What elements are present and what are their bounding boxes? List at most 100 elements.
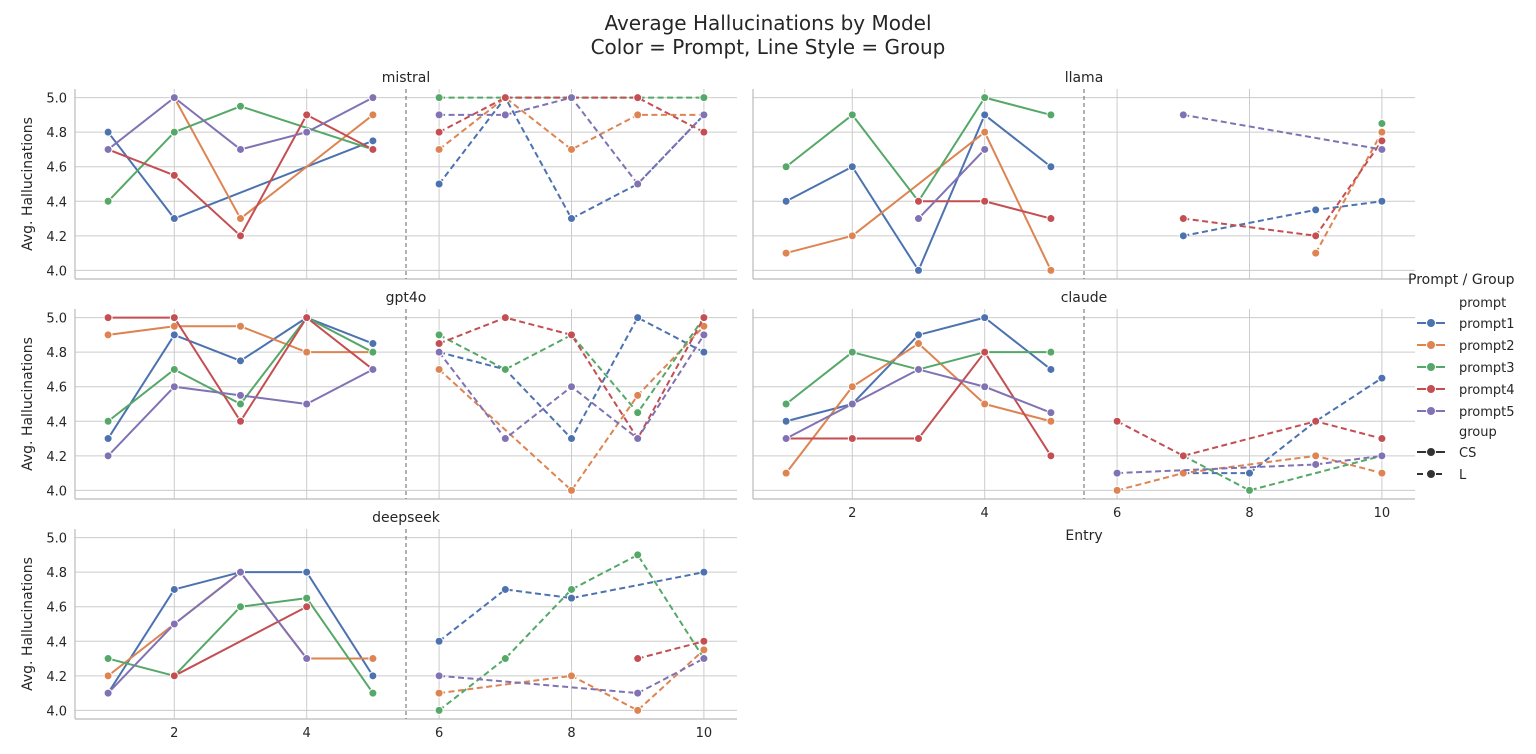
data-point-prompt3 [781, 399, 791, 409]
data-point-prompt4 [434, 339, 444, 349]
legend-marker-prompt4 [1426, 384, 1436, 394]
panel-title: claude [1061, 290, 1108, 306]
data-point-prompt2 [781, 248, 791, 258]
data-point-prompt3 [103, 416, 113, 426]
data-point-prompt3 [236, 399, 245, 409]
data-point-prompt4 [169, 313, 179, 323]
data-point-prompt5 [699, 330, 709, 340]
data-point-prompt2 [236, 321, 245, 331]
series-line-prompt4-L [637, 640, 705, 660]
x-tick-label: 4 [981, 506, 989, 521]
x-tick-label: 6 [435, 726, 443, 741]
y-tick-label: 4.0 [46, 484, 67, 499]
data-point-prompt2 [1046, 265, 1056, 275]
series-line-prompt2-L [438, 325, 705, 492]
data-point-prompt1 [567, 214, 576, 224]
data-point-prompt2 [633, 705, 643, 715]
legend-entry-prompt2: prompt2 [1459, 339, 1515, 354]
data-point-prompt5 [1046, 408, 1056, 418]
panel-title: llama [1065, 70, 1104, 86]
y-tick-label: 5.0 [46, 312, 67, 327]
data-point-prompt5 [434, 671, 444, 681]
data-point-prompt1 [914, 265, 923, 275]
series-line-prompt5-CS [917, 148, 986, 220]
data-point-prompt2 [633, 390, 643, 400]
chart-subtitle: Color = Prompt, Line Style = Group [591, 35, 946, 59]
x-tick-label: 4 [303, 726, 311, 741]
data-point-prompt2 [980, 399, 990, 409]
data-point-prompt4 [847, 434, 857, 444]
data-point-prompt1 [1311, 205, 1321, 215]
chart-title: Average Hallucinations by Model [604, 11, 931, 35]
x-tick-label: 10 [696, 726, 713, 741]
data-point-prompt2 [434, 144, 444, 154]
series-line-prompt4-L [438, 316, 705, 440]
data-point-prompt5 [567, 93, 576, 103]
data-point-prompt3 [1046, 110, 1056, 120]
legend-marker-group-CS [1426, 447, 1436, 457]
data-point-prompt4 [1046, 451, 1056, 461]
data-point-prompt5 [1377, 144, 1387, 154]
data-point-prompt5 [302, 127, 312, 137]
y-tick-label: 4.6 [46, 161, 67, 176]
data-point-prompt4 [1112, 416, 1122, 426]
data-point-prompt5 [434, 110, 444, 120]
legend-marker-group-L [1426, 469, 1436, 479]
data-point-prompt3 [169, 127, 179, 137]
data-point-prompt4 [633, 93, 643, 103]
x-axis-label: Entry [1065, 528, 1102, 544]
data-point-prompt4 [633, 654, 643, 664]
data-point-prompt3 [103, 196, 113, 206]
data-point-prompt2 [1046, 416, 1056, 426]
data-point-prompt3 [1245, 485, 1254, 495]
y-tick-label: 4.8 [46, 566, 67, 581]
data-point-prompt5 [236, 567, 245, 577]
series-line-prompt1-CS [785, 113, 1052, 272]
data-point-prompt4 [236, 416, 245, 426]
series-line-prompt4-L [438, 96, 705, 134]
data-point-prompt5 [103, 144, 113, 154]
data-point-prompt3 [1377, 119, 1387, 129]
data-point-prompt2 [1311, 248, 1321, 258]
data-point-prompt4 [914, 434, 923, 444]
data-point-prompt4 [368, 144, 378, 154]
data-point-prompt2 [633, 110, 643, 120]
x-tick-label: 2 [170, 726, 178, 741]
data-point-prompt5 [236, 144, 245, 154]
data-point-prompt3 [567, 584, 576, 594]
y-tick-label: 4.6 [46, 601, 67, 616]
data-point-prompt4 [1377, 136, 1387, 146]
y-tick-label: 4.4 [46, 195, 67, 210]
data-point-prompt2 [103, 330, 113, 340]
data-point-prompt5 [914, 214, 923, 224]
series-line-prompt2-CS [785, 342, 1052, 474]
data-point-prompt1 [1046, 162, 1056, 172]
series-line-prompt5-CS [107, 368, 374, 457]
data-point-prompt2 [434, 364, 444, 374]
data-point-prompt5 [302, 654, 312, 664]
data-point-prompt1 [980, 313, 990, 323]
data-point-prompt3 [434, 330, 444, 340]
legend-entry-prompt5: prompt5 [1459, 405, 1515, 420]
data-point-prompt5 [368, 93, 378, 103]
data-point-prompt1 [1046, 364, 1056, 374]
legend-marker-prompt3 [1426, 362, 1436, 372]
data-point-prompt4 [302, 110, 312, 120]
data-point-prompt1 [1245, 468, 1254, 478]
data-point-prompt4 [1377, 434, 1387, 444]
legend: Prompt / Group prompt prompt1 prompt2 prompt… [1408, 272, 1515, 483]
data-point-prompt5 [236, 390, 245, 400]
data-point-prompt5 [699, 110, 709, 120]
data-point-prompt4 [699, 313, 709, 323]
data-point-prompt2 [368, 654, 378, 664]
data-point-prompt3 [434, 705, 444, 715]
series-line-prompt4-L [1116, 420, 1383, 457]
data-point-prompt3 [236, 602, 245, 612]
data-point-prompt4 [434, 127, 444, 137]
data-point-prompt4 [169, 170, 179, 180]
data-point-prompt5 [980, 382, 990, 392]
data-point-prompt4 [980, 196, 990, 206]
data-point-prompt4 [567, 330, 576, 340]
data-point-prompt3 [980, 93, 990, 103]
data-point-prompt5 [1178, 110, 1188, 120]
